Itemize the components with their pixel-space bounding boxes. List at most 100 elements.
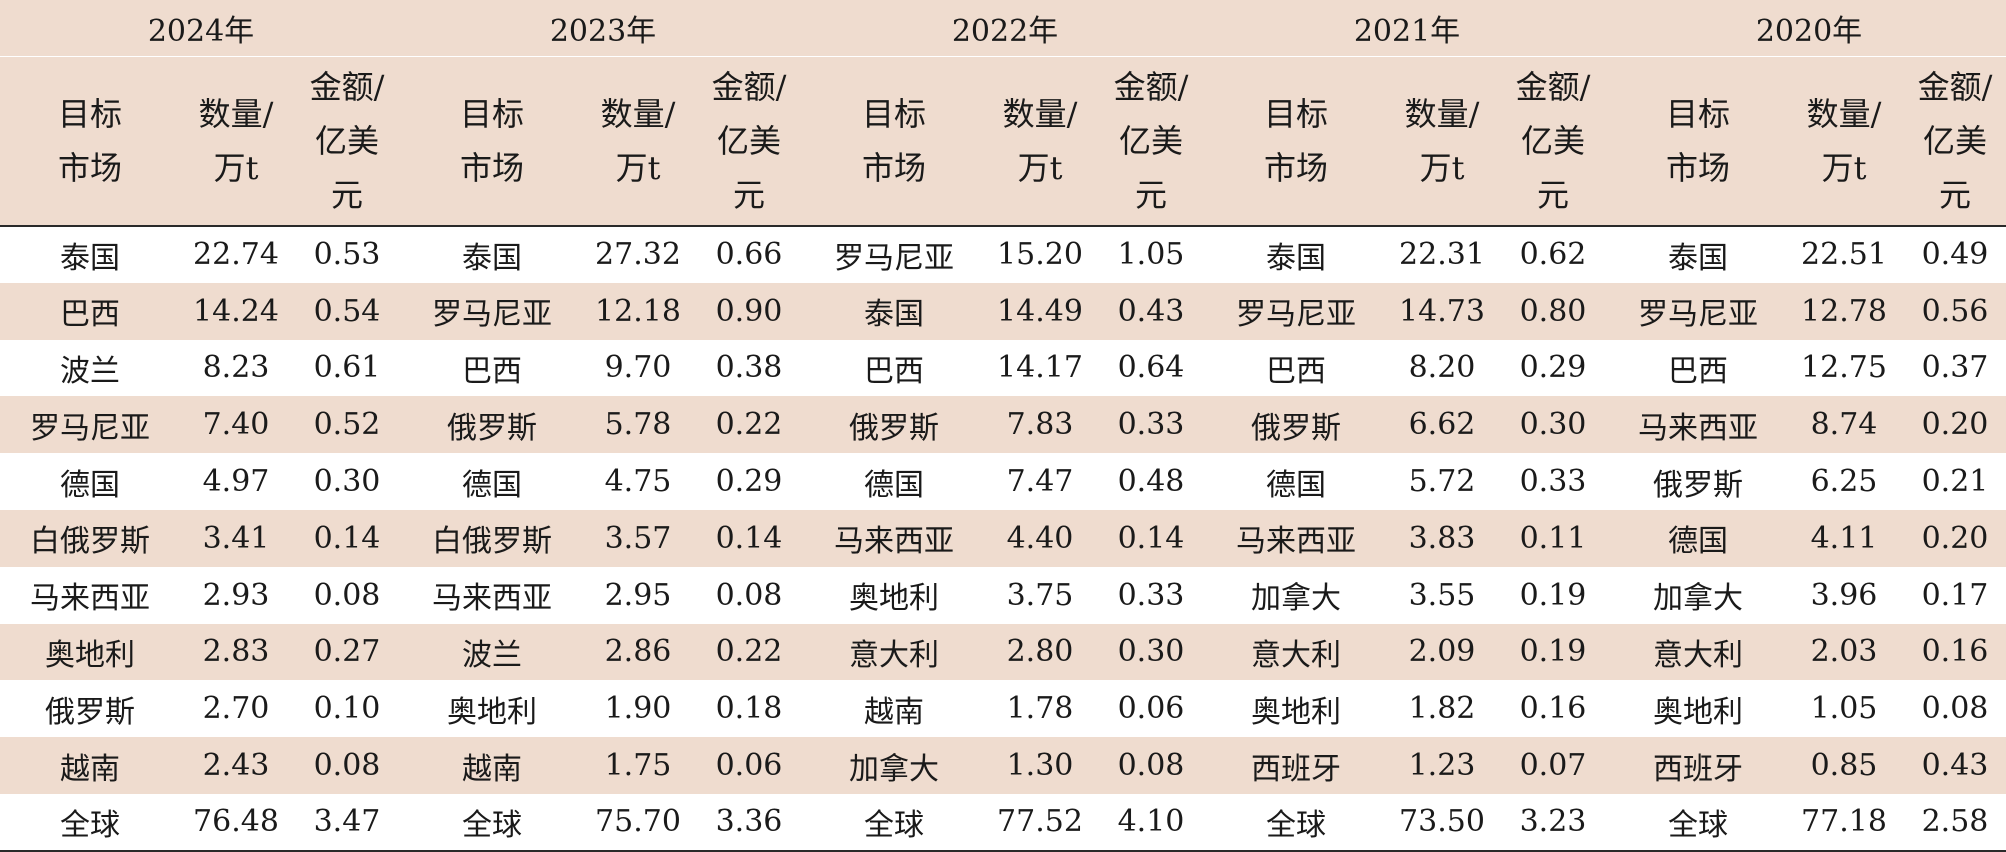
quantity-cell: 3.57: [582, 509, 694, 567]
market-cell: 马来西亚: [1206, 509, 1386, 567]
quantity-cell: 3.41: [180, 509, 292, 567]
amount-header-line: 元: [330, 175, 363, 214]
market-cell: 泰国: [402, 226, 582, 283]
amount-header-line: 金额/: [1917, 67, 1993, 106]
market-header-line: 市场: [459, 148, 524, 187]
market-header: 目标 市场: [402, 56, 582, 227]
amount-cell: 0.22: [694, 396, 804, 454]
amount-header-line: 元: [1938, 175, 1971, 214]
amount-cell: 0.62: [1498, 226, 1608, 283]
quantity-cell: 12.18: [582, 282, 694, 340]
market-cell: 全球: [804, 793, 984, 852]
quantity-header: 数量/万t: [582, 56, 694, 227]
market-cell: 加拿大: [804, 737, 984, 794]
market-header-line: 市场: [57, 148, 122, 187]
market-cell: 巴西: [402, 339, 582, 397]
market-cell: 巴西: [1608, 339, 1788, 397]
amount-cell: 0.08: [1096, 737, 1206, 794]
quantity-cell: 12.75: [1788, 339, 1900, 397]
market-cell: 白俄罗斯: [0, 509, 180, 567]
quantity-cell: 77.18: [1788, 793, 1900, 852]
amount-cell: 0.06: [1096, 680, 1206, 738]
amount-cell: 0.22: [694, 623, 804, 681]
quantity-cell: 2.43: [180, 737, 292, 794]
quantity-cell: 4.75: [582, 453, 694, 510]
amount-cell: 0.14: [1096, 509, 1206, 567]
amount-header-line: 金额/: [711, 67, 787, 106]
quantity-cell: 8.23: [180, 339, 292, 397]
year-header: 2024年: [0, 0, 402, 57]
amount-cell: 0.49: [1900, 226, 2006, 283]
market-cell: 西班牙: [1608, 737, 1788, 794]
amount-cell: 0.21: [1900, 453, 2006, 510]
market-cell: 巴西: [804, 339, 984, 397]
market-cell: 波兰: [0, 339, 180, 397]
amount-cell: 0.30: [1096, 623, 1206, 681]
quantity-header: 数量/万t: [984, 56, 1096, 227]
quantity-cell: 14.24: [180, 282, 292, 340]
market-header-line: 市场: [1665, 148, 1730, 187]
market-cell: 奥地利: [402, 680, 582, 738]
market-cell: 罗马尼亚: [0, 396, 180, 454]
quantity-cell: 73.50: [1386, 793, 1498, 852]
amount-cell: 0.07: [1498, 737, 1608, 794]
amount-cell: 0.38: [694, 339, 804, 397]
market-header: 目标 市场: [1608, 56, 1788, 227]
market-cell: 巴西: [0, 282, 180, 340]
amount-header-line: 元: [732, 175, 765, 214]
quantity-cell: 8.74: [1788, 396, 1900, 454]
table-row: 泰国 22.74 0.53 泰国 27.32 0.66 罗马尼亚 15.20 1.05 泰国 22.…: [0, 226, 2006, 283]
amount-cell: 0.66: [694, 226, 804, 283]
quantity-cell: 2.03: [1788, 623, 1900, 681]
market-cell: 德国: [1206, 453, 1386, 510]
amount-cell: 0.08: [292, 737, 402, 794]
table-row: 马来西亚 2.93 0.08 马来西亚 2.95 0.08 奥地利 3.75 0.33 加拿大 3.…: [0, 566, 2006, 624]
market-cell: 德国: [0, 453, 180, 510]
amount-header: 金额/亿美元: [1498, 56, 1608, 227]
amount-cell: 0.16: [1900, 623, 2006, 681]
market-header-line: 目标: [1263, 94, 1328, 133]
amount-cell: 0.56: [1900, 282, 2006, 340]
amount-cell: 0.14: [694, 509, 804, 567]
market-header-line: 市场: [1263, 148, 1328, 187]
quantity-cell: 7.47: [984, 453, 1096, 510]
market-cell: 俄罗斯: [1608, 453, 1788, 510]
column-header-row: 目标 市场 数量/万t 金额/亿美元目标 市场 数量/万t 金额/亿美元目标 市场 数量/万t 金…: [0, 56, 2006, 227]
quantity-cell: 7.40: [180, 396, 292, 454]
market-cell: 意大利: [1206, 623, 1386, 681]
amount-header-line: 金额/: [1113, 67, 1189, 106]
table-row: 德国 4.97 0.30 德国 4.75 0.29 德国 7.47 0.48 德国 5.72 0.33…: [0, 453, 2006, 510]
amount-cell: 0.14: [292, 509, 402, 567]
amount-cell: 0.29: [694, 453, 804, 510]
quantity-cell: 2.93: [180, 566, 292, 624]
market-cell: 西班牙: [1206, 737, 1386, 794]
market-cell: 白俄罗斯: [402, 509, 582, 567]
quantity-cell: 14.49: [984, 282, 1096, 340]
amount-cell: 2.58: [1900, 793, 2006, 852]
quantity-cell: 5.72: [1386, 453, 1498, 510]
quantity-cell: 22.74: [180, 226, 292, 283]
quantity-header-line: 万t: [615, 148, 661, 187]
amount-cell: 0.33: [1498, 453, 1608, 510]
quantity-cell: 1.78: [984, 680, 1096, 738]
market-header: 目标 市场: [1206, 56, 1386, 227]
amount-cell: 0.17: [1900, 566, 2006, 624]
table-body: 泰国 22.74 0.53 泰国 27.32 0.66 罗马尼亚 15.20 1.05 泰国 22.…: [0, 226, 2006, 852]
year-header: 2021年: [1206, 0, 1608, 57]
quantity-cell: 1.05: [1788, 680, 1900, 738]
quantity-cell: 1.30: [984, 737, 1096, 794]
year-header: 2020年: [1608, 0, 2006, 57]
quantity-header: 数量/万t: [1386, 56, 1498, 227]
amount-cell: 0.08: [694, 566, 804, 624]
market-cell: 德国: [804, 453, 984, 510]
market-cell: 越南: [0, 737, 180, 794]
market-cell: 全球: [1608, 793, 1788, 852]
table-row: 越南 2.43 0.08 越南 1.75 0.06 加拿大 1.30 0.08 西班牙 1.23 0.…: [0, 737, 2006, 794]
table-row: 奥地利 2.83 0.27 波兰 2.86 0.22 意大利 2.80 0.30 意大利 2.09 0…: [0, 623, 2006, 681]
amount-cell: 0.20: [1900, 509, 2006, 567]
amount-cell: 0.08: [1900, 680, 2006, 738]
table-row: 白俄罗斯 3.41 0.14 白俄罗斯 3.57 0.14 马来西亚 4.40 0.14 马来西亚…: [0, 509, 2006, 567]
amount-header: 金额/亿美元: [1900, 56, 2006, 227]
amount-header-line: 元: [1134, 175, 1167, 214]
table-row: 罗马尼亚 7.40 0.52 俄罗斯 5.78 0.22 俄罗斯 7.83 0.33 俄罗斯 6.6…: [0, 396, 2006, 454]
